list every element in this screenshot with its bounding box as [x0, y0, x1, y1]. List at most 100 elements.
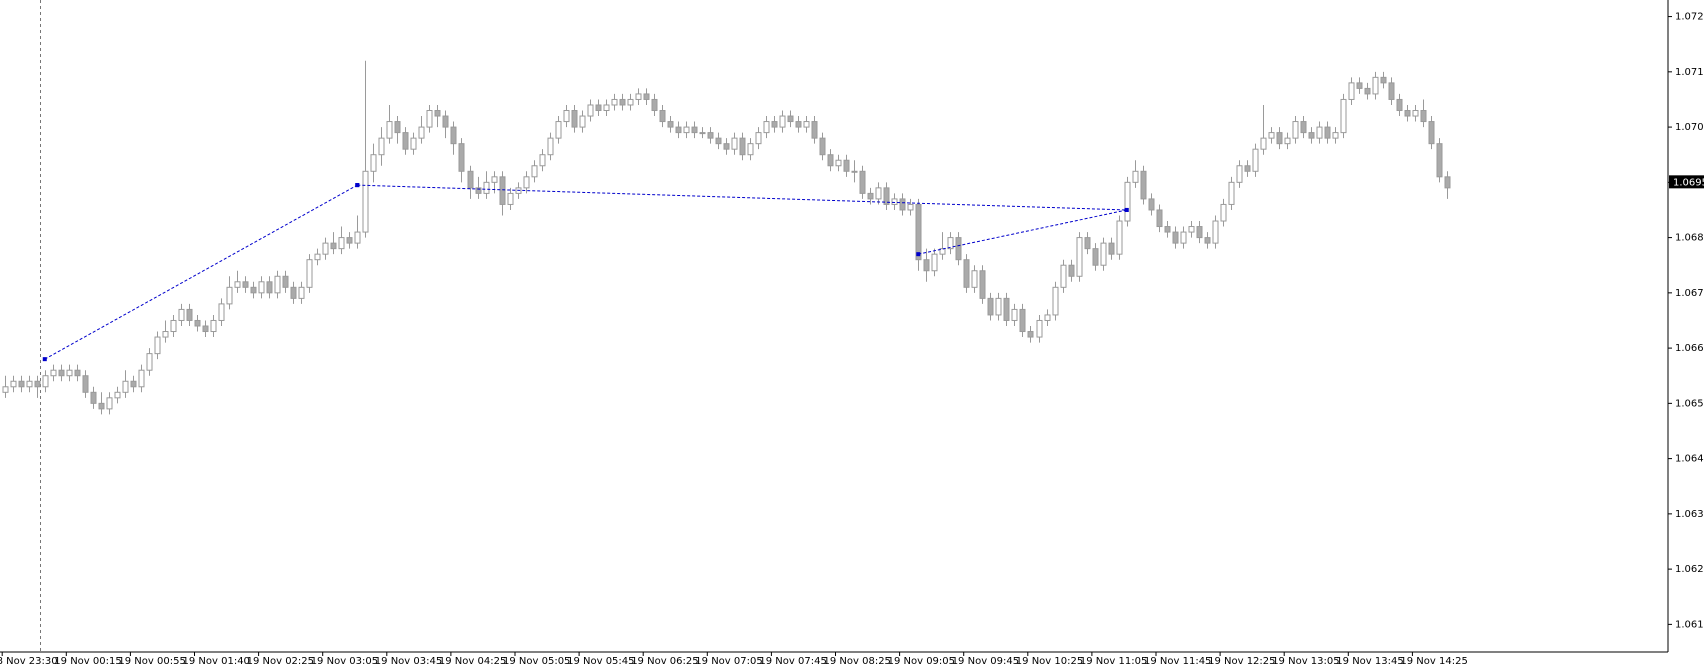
candle-body [1060, 264, 1067, 288]
candle-body [234, 281, 241, 288]
candle-body [1292, 121, 1299, 139]
candle-body [1396, 98, 1403, 112]
candle-body [1148, 198, 1155, 211]
x-tick-label: 19 Nov 13:45 [1336, 656, 1403, 667]
candle-body [1092, 248, 1099, 266]
candle-body [643, 93, 650, 100]
candle-body [811, 121, 818, 139]
candle-body [74, 369, 81, 377]
candle-body [627, 98, 634, 106]
candle-body [795, 121, 802, 128]
y-tick-label: 1.0615 [1675, 619, 1704, 630]
x-tick-label: 19 Nov 14:25 [1400, 656, 1467, 667]
candle-body [330, 242, 337, 250]
candle-body [346, 237, 353, 244]
candle-body [843, 159, 850, 172]
candle-body [402, 132, 409, 150]
candle-body [1124, 181, 1131, 222]
candle-body [274, 275, 281, 294]
candle-body [410, 137, 417, 150]
candle-body [1140, 170, 1147, 200]
candle-body [1260, 137, 1267, 150]
candle-body [1212, 220, 1219, 244]
candle-body [370, 154, 377, 172]
y-tick-label: 1.0655 [1675, 398, 1704, 409]
candle-body [1372, 76, 1379, 95]
x-tick-label: 19 Nov 03:45 [375, 656, 442, 667]
y-tick-label: 1.0725 [1675, 12, 1704, 23]
candle-body [10, 380, 17, 388]
candle-body [659, 110, 666, 123]
candle-body [1380, 76, 1387, 84]
candle-body [1220, 203, 1227, 222]
candle-body [675, 126, 682, 134]
x-tick-label: 19 Nov 11:05 [1080, 656, 1147, 667]
candle-body [475, 187, 482, 194]
candle-body [1011, 308, 1018, 321]
candle-body [1316, 126, 1323, 139]
candle-body [683, 126, 690, 134]
candle-body [923, 259, 930, 272]
candle-body [531, 165, 538, 178]
candle-body [707, 132, 714, 139]
candle-body [34, 380, 41, 388]
candle-body [226, 286, 233, 305]
y-tick-label: 1.0715 [1675, 67, 1704, 78]
candle-body [138, 369, 145, 388]
candle-body [1404, 110, 1411, 117]
candle-body [58, 369, 65, 377]
candle-body [1388, 82, 1395, 100]
candle-body [378, 137, 385, 156]
y-tick-label: 1.0685 [1675, 233, 1704, 244]
candle-body [539, 154, 546, 167]
x-tick-label: 19 Nov 11:45 [1144, 656, 1211, 667]
x-tick-label: 19 Nov 01:40 [183, 656, 250, 667]
candle-body [587, 104, 594, 117]
candle-body [98, 402, 105, 410]
candle-body [1236, 165, 1243, 183]
candle-body [523, 176, 530, 189]
candle-body [18, 380, 25, 388]
candle-body [1068, 264, 1075, 277]
candle-body [1356, 82, 1363, 89]
candle-body [915, 203, 922, 261]
candle-body [635, 93, 642, 100]
candle-body [122, 380, 129, 393]
trendline-point [1124, 207, 1129, 212]
candle-body [42, 375, 49, 388]
trendline [918, 209, 1127, 255]
x-tick-label: 19 Nov 07:45 [759, 656, 826, 667]
candle-body [491, 176, 498, 183]
candle-body [322, 242, 329, 255]
candle-body [1156, 209, 1163, 228]
candle-body [1428, 121, 1435, 145]
candle-body [450, 126, 457, 145]
candle-body [354, 231, 361, 244]
candle-body [1027, 331, 1034, 338]
candle-body [883, 187, 890, 205]
candle-body [891, 198, 898, 205]
current-price-label: 1.0695 [1673, 177, 1704, 188]
candle-body [1420, 110, 1427, 123]
candle-body [146, 353, 153, 371]
candle-body [434, 110, 441, 117]
candle-body [426, 110, 433, 128]
candle-body [1244, 165, 1251, 172]
candle-body [971, 270, 978, 288]
candle-body [1444, 176, 1451, 189]
candle-body [1324, 126, 1331, 139]
y-tick-label: 1.0625 [1675, 564, 1704, 575]
y-tick-label: 1.0635 [1675, 509, 1704, 520]
candle-body [1052, 286, 1059, 316]
candle-body [1364, 87, 1371, 95]
candle-body [547, 137, 554, 156]
candle-body [835, 159, 842, 167]
candle-body [907, 203, 914, 211]
candle-body [867, 192, 874, 200]
candle-body [194, 319, 201, 327]
candle-body [987, 297, 994, 316]
candle-body [747, 143, 754, 156]
candle-body [771, 121, 778, 128]
current-price-box [1669, 175, 1704, 189]
